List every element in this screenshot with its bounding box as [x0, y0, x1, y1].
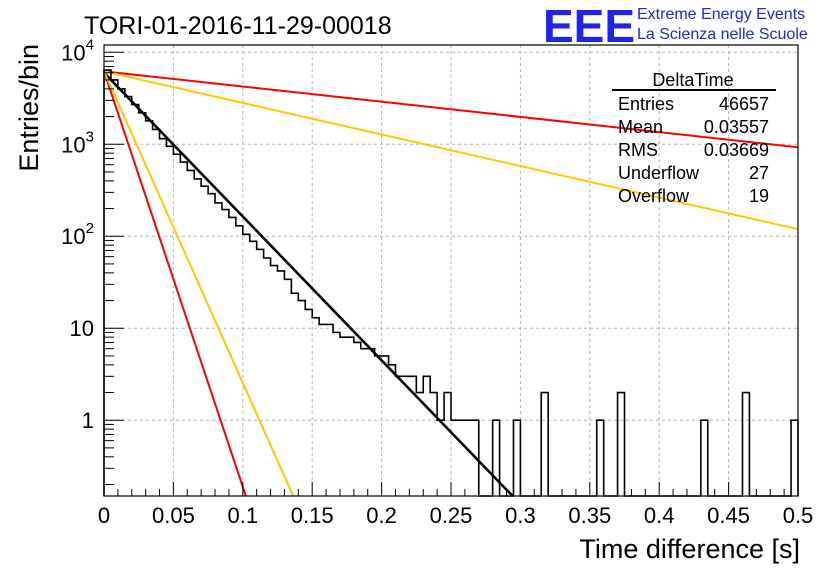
stats-entries-label: Entries [618, 94, 674, 114]
fit-line [103, 71, 514, 497]
y-tick-label: 102 [61, 220, 94, 249]
y-tick-label: 1 [82, 408, 94, 433]
fit-line [103, 70, 799, 231]
y-axis-label: Entries/bin [14, 44, 44, 172]
stats-overflow-value: 19 [749, 186, 769, 206]
stats-overflow-label: Overflow [618, 186, 690, 206]
x-tick-labels: 0 0.05 0.1 0.15 0.2 0.25 0.3 0.35 0.4 0.45 0.5 [98, 503, 813, 528]
eee-logo-text: EEE [543, 0, 635, 52]
x-tick-label: 0.25 [430, 503, 473, 528]
x-tick-label: 0.05 [152, 503, 195, 528]
grid [104, 45, 798, 496]
axis-ticks [103, 51, 799, 496]
fit-line [103, 70, 295, 497]
x-tick-label: 0.45 [707, 503, 750, 528]
fit-lines [103, 70, 799, 497]
y-tick-label: 10 [70, 316, 94, 341]
stats-rms-label: RMS [618, 140, 658, 160]
x-tick-label: 0.5 [783, 503, 814, 528]
stats-title: DeltaTime [652, 70, 733, 90]
stats-underflow-value: 27 [749, 163, 769, 183]
x-tick-label: 0.35 [568, 503, 611, 528]
y-tick-label: 104 [61, 36, 94, 65]
eee-logo: EEE Extreme Energy Events La Scienza nel… [543, 0, 808, 52]
stats-rms-value: 0.03669 [704, 140, 769, 160]
x-tick-label: 0.4 [644, 503, 675, 528]
fit-line [103, 71, 247, 497]
stats-entries-value: 46657 [719, 94, 769, 114]
fit-line [103, 70, 799, 149]
stats-box: DeltaTime Entries 46657 Mean 0.03557 RMS… [612, 70, 776, 206]
y-tick-labels: 1 10 102 103 104 [61, 36, 94, 433]
chart-title: TORI-01-2016-11-29-00018 [84, 12, 392, 40]
x-tick-label: 0.1 [228, 503, 259, 528]
x-tick-label: 0.15 [291, 503, 334, 528]
x-axis-label: Time difference [s] [579, 534, 800, 564]
stats-mean-label: Mean [618, 117, 663, 137]
x-tick-label: 0 [98, 503, 110, 528]
logo-line2: La Scienza nelle Scuole [637, 26, 808, 43]
logo-line1: Extreme Energy Events [637, 6, 805, 23]
stats-mean-value: 0.03557 [704, 117, 769, 137]
x-tick-label: 0.3 [505, 503, 536, 528]
stats-underflow-label: Underflow [618, 163, 700, 183]
x-tick-label: 0.2 [366, 503, 397, 528]
y-tick-label: 103 [61, 128, 94, 157]
